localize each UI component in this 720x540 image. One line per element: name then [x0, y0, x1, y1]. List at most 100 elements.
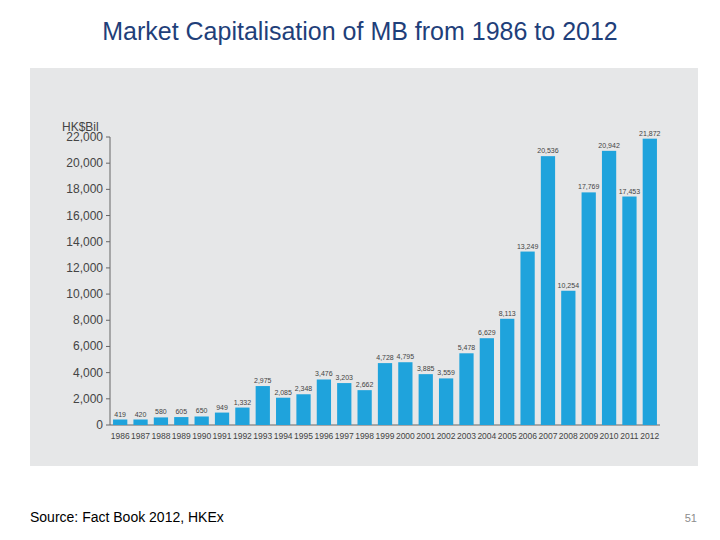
data-label: 3,885: [417, 365, 435, 372]
bar: [358, 390, 372, 425]
x-tick-label: 2001: [416, 431, 435, 441]
x-tick-label: 2003: [457, 431, 476, 441]
data-label: 3,203: [335, 374, 353, 381]
data-label: 2,975: [254, 377, 272, 384]
x-tick-label: 1999: [376, 431, 395, 441]
data-label: 13,249: [517, 243, 539, 250]
data-label: 580: [155, 408, 167, 415]
page-number: 51: [685, 512, 697, 524]
y-tick-label: 22,000: [66, 130, 103, 144]
x-tick-label: 1988: [151, 431, 170, 441]
data-label: 17,453: [619, 188, 641, 195]
data-label: 6,629: [478, 329, 496, 336]
x-tick-label: 1990: [192, 431, 211, 441]
y-tick-label: 6,000: [73, 339, 103, 353]
x-tick-label: 1991: [213, 431, 232, 441]
y-tick-label: 14,000: [66, 235, 103, 249]
data-label: 4,728: [376, 354, 394, 361]
y-tick: [106, 372, 110, 373]
data-label: 605: [175, 408, 187, 415]
data-label: 20,536: [537, 147, 559, 154]
y-tick: [106, 137, 110, 138]
y-tick: [106, 163, 110, 164]
bar: [378, 363, 392, 425]
bar: [256, 386, 270, 425]
y-tick-label: 18,000: [66, 182, 103, 196]
y-tick: [106, 346, 110, 347]
bar: [113, 420, 127, 425]
data-label: 949: [216, 404, 228, 411]
data-label: 3,476: [315, 370, 333, 377]
bar: [174, 417, 188, 425]
y-tick-label: 20,000: [66, 156, 103, 170]
bar: [520, 252, 534, 425]
x-tick-label: 2000: [396, 431, 415, 441]
y-tick-label: 0: [96, 418, 103, 432]
x-tick-label: 1995: [294, 431, 313, 441]
y-tick: [106, 241, 110, 242]
bars: [113, 139, 657, 425]
bar: [602, 151, 616, 425]
bar: [541, 156, 555, 425]
bar: [235, 408, 249, 425]
x-tick-label: 2009: [579, 431, 598, 441]
bar: [419, 374, 433, 425]
data-label: 2,085: [274, 389, 292, 396]
slide: Market Capitalisation of MB from 1986 to…: [0, 0, 720, 540]
data-label: 20,942: [598, 142, 620, 149]
data-label: 420: [135, 411, 147, 418]
y-tick-label: 16,000: [66, 209, 103, 223]
x-tick-label: 2002: [437, 431, 456, 441]
x-tick-label: 1992: [233, 431, 252, 441]
x-tick-label: 2010: [600, 431, 619, 441]
x-tick-label: 1993: [253, 431, 272, 441]
y-tick-label: 2,000: [73, 392, 103, 406]
source: Source: Fact Book 2012, HKEx: [30, 509, 224, 525]
data-label: 17,769: [578, 183, 600, 190]
y-tick: [106, 267, 110, 268]
chart-panel: [30, 68, 698, 466]
x-tick-label: 2008: [559, 431, 578, 441]
y-tick-label: 8,000: [73, 313, 103, 327]
title: Market Capitalisation of MB from 1986 to…: [102, 17, 618, 45]
bar: [500, 319, 514, 425]
x-tick-label: 2005: [498, 431, 517, 441]
x-tick-label: 2012: [640, 431, 659, 441]
x-tick-label: 1994: [274, 431, 293, 441]
x-tick-label: 2007: [539, 431, 558, 441]
data-label: 8,113: [499, 310, 516, 317]
y-tick: [106, 398, 110, 399]
y-tick: [106, 294, 110, 295]
bar: [480, 338, 494, 425]
x-tick-label: 1989: [172, 431, 191, 441]
bar: [459, 353, 473, 425]
x-tick-label: 2004: [477, 431, 496, 441]
data-label: 21,872: [639, 130, 661, 137]
data-label: 10,254: [558, 282, 580, 289]
data-label: 1,332: [234, 399, 252, 406]
y-tick-label: 12,000: [66, 261, 103, 275]
data-label: 650: [196, 407, 208, 414]
bar: [215, 413, 229, 425]
bar: [561, 291, 575, 425]
y-axis: [110, 137, 111, 425]
bar: [195, 416, 209, 425]
bar: [133, 420, 147, 425]
bar: [582, 192, 596, 425]
bar: [154, 417, 168, 425]
bar: [622, 197, 636, 425]
y-tick: [106, 425, 110, 426]
y-tick-label: 10,000: [66, 287, 103, 301]
y-tick: [106, 215, 110, 216]
x-tick-label: 1998: [355, 431, 374, 441]
bar: [439, 378, 453, 425]
bar: [296, 394, 310, 425]
x-tick-label: 1997: [335, 431, 354, 441]
bar: [337, 383, 351, 425]
x-tick-label: 2006: [518, 431, 537, 441]
data-label: 2,662: [356, 381, 374, 388]
x-tick-label: 1996: [314, 431, 333, 441]
x-tick-label: 1987: [131, 431, 150, 441]
bar: [317, 379, 331, 425]
y-tick-label: 4,000: [73, 366, 103, 380]
